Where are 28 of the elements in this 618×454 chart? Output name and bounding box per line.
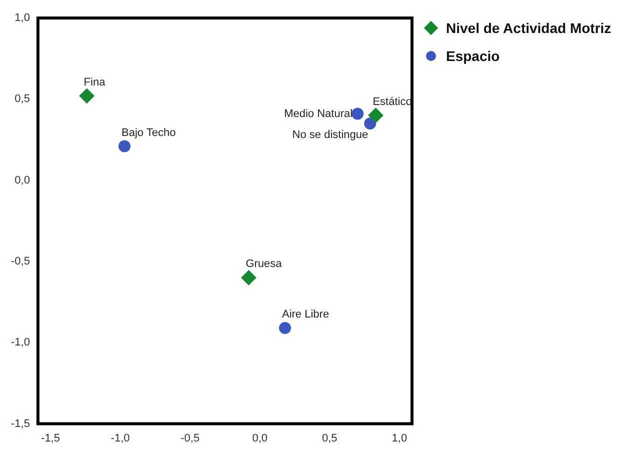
y-tick-label: -1,0 (10, 336, 30, 349)
annotation: Estático (372, 96, 412, 108)
point (278, 322, 291, 334)
annotation: Gruesa (246, 258, 283, 270)
x-tick-label: 1,0 (392, 432, 408, 444)
x-tick-label: -0,5 (180, 432, 200, 444)
annotation: No se distingue (292, 129, 368, 142)
point (118, 140, 130, 152)
y-tick-label: -1,5 (10, 418, 30, 430)
annotation: Aire Libre (282, 308, 330, 321)
point (79, 88, 94, 104)
x-tick-label: 0,0 (252, 432, 268, 444)
x-tick-label: 0,5 (322, 432, 338, 444)
y-tick-label: 0,0 (14, 174, 30, 186)
point (352, 108, 364, 120)
y-tick-label: 1,0 (14, 12, 30, 24)
point (241, 270, 256, 286)
x-tick-label: -1,5 (41, 432, 60, 444)
point (364, 118, 376, 130)
x-tick-label: -1,0 (110, 432, 130, 444)
annotation: Medio Natural (284, 108, 353, 120)
annotation: Fina (84, 76, 106, 88)
y-tick-label: 0,5 (14, 93, 30, 106)
legend-label: Nivel de Actividad Motriz (446, 20, 612, 36)
legend-label: Espacio (446, 48, 500, 64)
y-tick-label: -0,5 (10, 256, 30, 268)
annotation: Bajo Techo (121, 126, 176, 139)
point (368, 108, 384, 123)
